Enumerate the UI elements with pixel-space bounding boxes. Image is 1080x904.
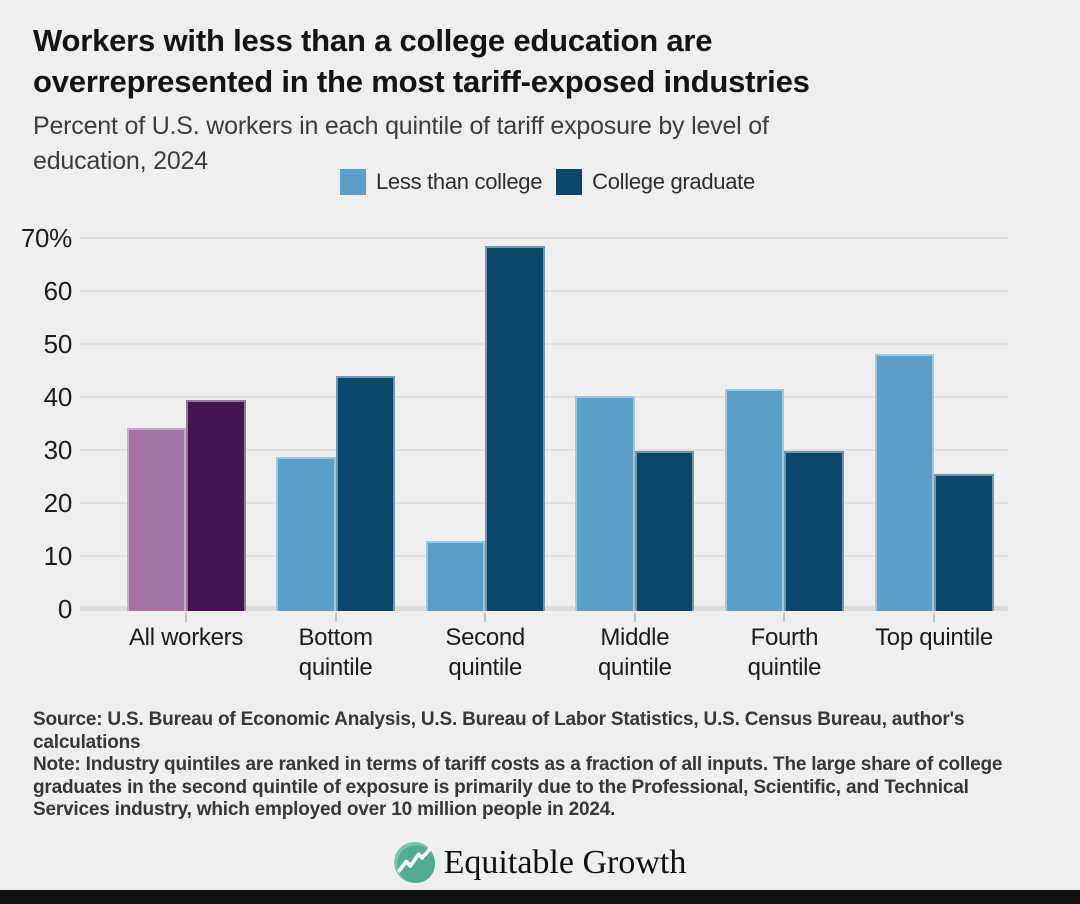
source-line: calculations — [33, 731, 141, 753]
bar-top-quintile-college-graduate — [934, 473, 994, 611]
y-axis-tick-label-60: 60 — [43, 276, 73, 306]
bar-bottom-quintile-less-than-college — [276, 457, 336, 611]
x-axis-label-middle-quintile: Middle quintile — [555, 623, 715, 683]
bar-middle-quintile-less-than-college — [575, 396, 635, 611]
note-line: graduates in the second quintile of expo… — [33, 776, 969, 798]
source-note-block: Source: U.S. Bureau of Economic Analysis… — [33, 709, 1002, 822]
y-axis-tick-label-20: 20 — [43, 488, 73, 518]
x-axis-label-line: Bottom — [298, 624, 373, 651]
x-axis-tick-bottom-quintile — [334, 613, 337, 622]
source-line: Source: U.S. Bureau of Economic Analysis… — [33, 709, 965, 730]
equitable-growth-logo — [393, 842, 435, 883]
bar-second-quintile-less-than-college — [425, 540, 486, 611]
chart-subtitle-line-1: Percent of U.S. workers in each quintile… — [33, 112, 769, 140]
x-axis-tick-all-workers — [185, 613, 187, 622]
bar-all-workers-less-than-college — [126, 428, 186, 611]
bar-second-quintile-college-graduate — [485, 245, 545, 611]
chart-subtitle-line-2: education, 2024 — [33, 147, 208, 175]
legend-label: Less than college — [376, 169, 543, 194]
x-axis-tick-top-quintile — [933, 613, 935, 622]
gridline-70 — [80, 237, 1008, 239]
bottom-black-bar — [0, 890, 1080, 904]
x-axis-label-line: All workers — [128, 624, 244, 651]
x-axis-label-all-workers: All workers — [106, 623, 266, 653]
bar-top-quintile-less-than-college — [874, 354, 934, 611]
y-axis-tick-label-70: 70% — [20, 223, 72, 253]
footer: Equitable Growth — [0, 842, 1080, 883]
x-axis-label-line: Fourth — [750, 624, 819, 651]
chart-headline-line-1: Workers with less than a college educati… — [33, 23, 713, 58]
y-axis-tick-label-50: 50 — [43, 329, 73, 359]
y-axis-tick-label-40: 40 — [43, 382, 73, 412]
bar-bottom-quintile-college-graduate — [335, 376, 396, 611]
x-axis-tick-second-quintile — [484, 613, 487, 622]
bar-fourth-quintile-college-graduate — [784, 451, 844, 611]
chart-headline-line-2: overrepresented in the most tariff-expos… — [33, 64, 810, 99]
note-line: Services industry, which employed over 1… — [33, 799, 616, 820]
chart-subtitle: Percent of U.S. workers in each quintile… — [33, 109, 769, 179]
x-axis-label-line: quintile — [597, 654, 672, 681]
y-axis-tick-label-30: 30 — [43, 435, 73, 465]
brand-name: Equitable Growth — [443, 843, 687, 881]
x-axis-label-line: Top quintile — [875, 624, 993, 651]
x-axis-label-fourth-quintile: Fourth quintile — [704, 623, 864, 683]
x-axis-label-line: quintile — [298, 654, 373, 681]
x-axis-label-line: Middle — [600, 624, 670, 651]
x-axis-tick-middle-quintile — [633, 613, 636, 622]
x-axis-label-line: Second — [445, 624, 525, 651]
y-axis-tick-label-0: 0 — [57, 594, 72, 624]
y-axis-tick-label-10: 10 — [43, 541, 73, 571]
x-axis-tick-fourth-quintile — [783, 613, 786, 622]
logo-trend-line-icon — [396, 847, 432, 873]
legend-item-less-than-college: Less than college — [340, 169, 542, 195]
legend-item-college-graduate: College graduate — [556, 169, 755, 195]
bar-middle-quintile-college-graduate — [634, 451, 695, 611]
x-axis-label-top-quintile: Top quintile — [854, 623, 1014, 653]
x-axis-label-bottom-quintile: Bottom quintile — [256, 623, 416, 683]
x-axis-label-line: quintile — [747, 654, 822, 681]
chart-legend: Less than college College graduate — [340, 169, 755, 195]
legend-swatch-less-than-college — [340, 169, 366, 195]
note-line: Note: Industry quintiles are ranked in t… — [33, 754, 1003, 775]
x-axis-label-second-quintile: Second quintile — [405, 623, 565, 683]
chart-headline: Workers with less than a college educati… — [33, 20, 810, 102]
legend-swatch-college-graduate — [556, 169, 583, 195]
x-axis-label-line: quintile — [448, 654, 523, 681]
bar-all-workers-college-graduate — [186, 399, 246, 611]
bar-fourth-quintile-less-than-college — [724, 388, 785, 611]
legend-label: College graduate — [592, 169, 755, 194]
